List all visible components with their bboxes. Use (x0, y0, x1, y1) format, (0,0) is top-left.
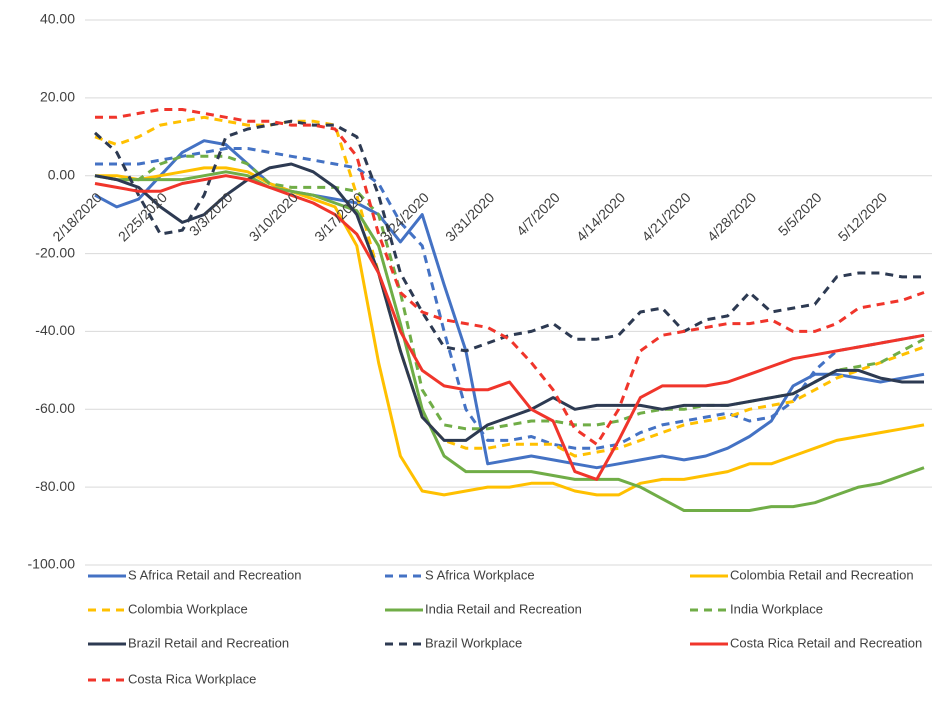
legend-label: S Africa Retail and Recreation (128, 567, 301, 582)
legend-label: Colombia Retail and Recreation (730, 567, 914, 582)
x-tick-label: 3/10/2020 (246, 189, 302, 245)
x-tick-label: 2/25/2020 (115, 189, 171, 245)
legend-label: Brazil Retail and Recreation (128, 635, 289, 650)
series-line (94, 162, 924, 442)
x-tick-label: 4/14/2020 (573, 189, 629, 245)
series-line (94, 170, 925, 512)
legend-label: S Africa Workplace (425, 567, 535, 582)
series-line (95, 108, 925, 446)
x-tick-label: 2/18/2020 (49, 189, 105, 245)
series-line (94, 174, 925, 481)
series-line (95, 147, 925, 450)
y-tick-label: -60.00 (35, 400, 75, 416)
y-tick-label: 0.00 (48, 166, 75, 182)
series-line (94, 139, 925, 470)
x-tick-label: 4/7/2020 (513, 189, 563, 239)
y-tick-label: -40.00 (35, 322, 75, 338)
legend-label: Brazil Workplace (425, 635, 522, 650)
x-tick-label: 5/12/2020 (835, 189, 891, 245)
x-tick-label: 3/3/2020 (186, 189, 236, 239)
x-tick-label: 4/28/2020 (704, 189, 760, 245)
x-tick-label: 3/31/2020 (442, 189, 498, 245)
y-tick-label: 40.00 (40, 11, 75, 27)
y-tick-label: -20.00 (35, 244, 75, 260)
y-tick-label: -100.00 (28, 556, 76, 572)
x-tick-label: 4/21/2020 (638, 189, 694, 245)
y-tick-label: -80.00 (35, 478, 75, 494)
series-line (94, 115, 925, 458)
series-line (94, 154, 925, 431)
x-tick-label: 5/5/2020 (775, 189, 825, 239)
legend-label: India Retail and Recreation (425, 601, 582, 616)
legend-label: Costa Rica Workplace (128, 671, 256, 686)
legend-label: Colombia Workplace (128, 601, 248, 616)
legend-label: Costa Rica Retail and Recreation (730, 635, 922, 650)
series-line (93, 119, 924, 353)
series-line (95, 166, 925, 497)
legend-label: India Workplace (730, 601, 823, 616)
y-tick-label: 20.00 (40, 89, 75, 105)
